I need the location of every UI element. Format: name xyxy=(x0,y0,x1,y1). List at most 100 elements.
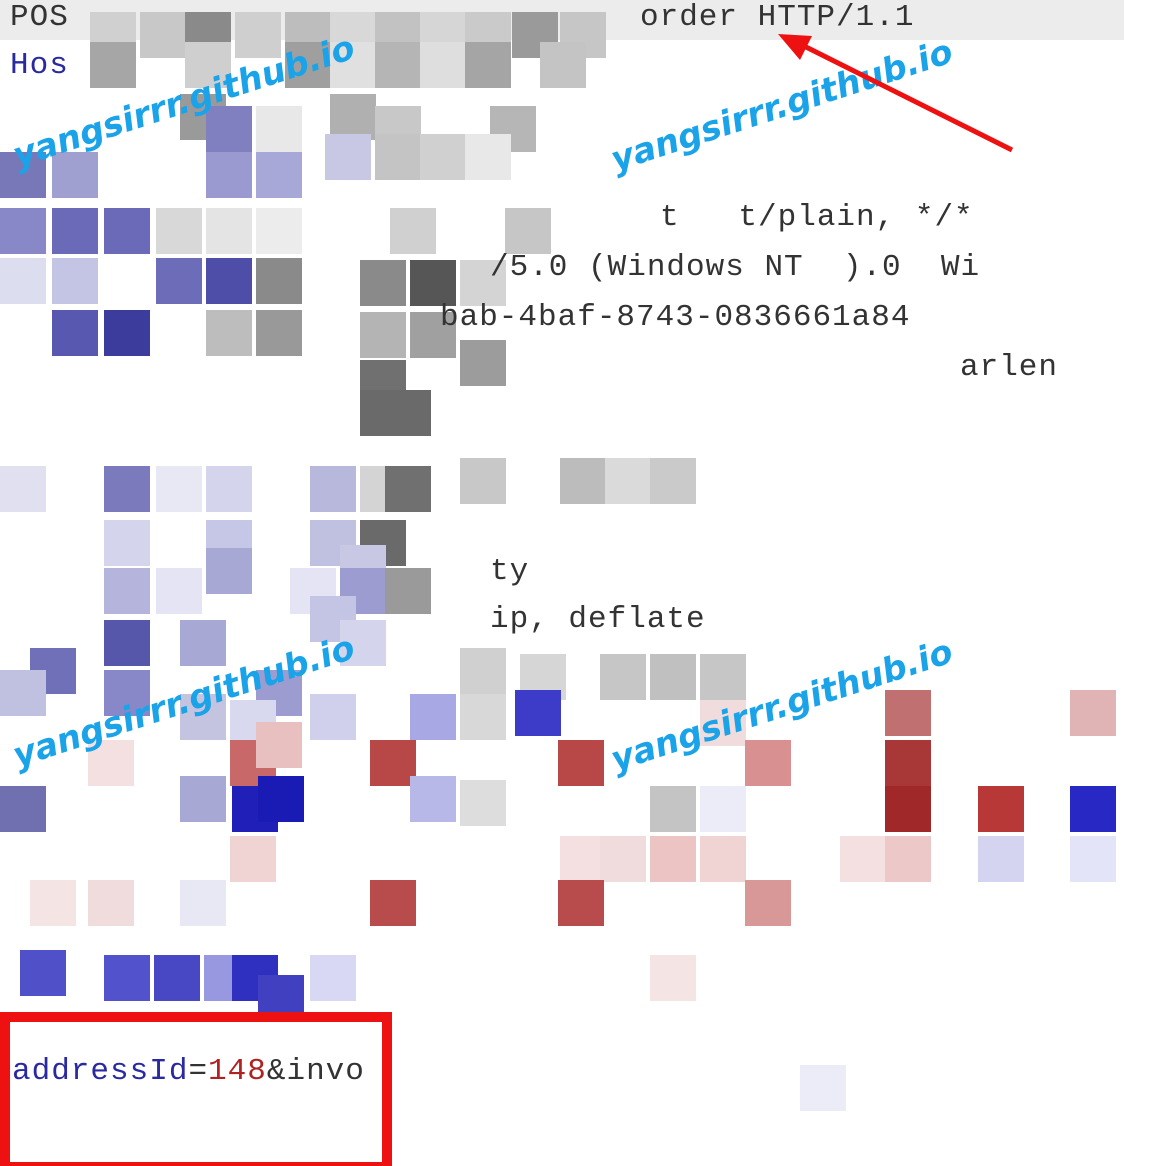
mosaic-block xyxy=(650,836,696,882)
mosaic-block xyxy=(330,94,376,140)
mosaic-block xyxy=(600,654,646,700)
mosaic-block xyxy=(560,836,606,882)
mosaic-block xyxy=(90,42,136,88)
mosaic-block xyxy=(460,260,506,306)
mosaic-block xyxy=(370,740,416,786)
mosaic-block xyxy=(52,208,98,254)
mosaic-block xyxy=(256,106,302,152)
mosaic-block xyxy=(605,458,651,504)
body-param-line: addressId=148&invo xyxy=(12,1054,365,1089)
highlight-box xyxy=(0,1012,392,1166)
mosaic-block xyxy=(235,12,281,58)
mosaic-block xyxy=(885,786,931,832)
mosaic-block xyxy=(465,42,511,88)
request-path-fragment: order HTTP/1.1 xyxy=(640,0,915,35)
mosaic-block xyxy=(104,620,150,666)
connection-fragment: ty xyxy=(490,554,530,589)
mosaic-block xyxy=(258,776,304,822)
mosaic-block xyxy=(385,390,431,436)
mosaic-block xyxy=(0,152,46,198)
mosaic-block xyxy=(460,648,506,694)
mosaic-block xyxy=(410,694,456,740)
mosaic-block xyxy=(154,955,200,1001)
mosaic-block xyxy=(156,208,202,254)
mosaic-block xyxy=(460,780,506,826)
mosaic-block xyxy=(700,836,746,882)
mosaic-block xyxy=(385,466,431,512)
mosaic-block xyxy=(156,466,202,512)
mosaic-block xyxy=(650,654,696,700)
mosaic-block xyxy=(256,208,302,254)
mosaic-block xyxy=(800,1065,846,1111)
param-key: addressId xyxy=(12,1054,189,1089)
mosaic-block xyxy=(410,260,456,306)
param-eq: = xyxy=(188,1054,209,1089)
mosaic-block xyxy=(88,880,134,926)
mosaic-block xyxy=(1070,690,1116,736)
mosaic-block xyxy=(375,134,421,180)
mosaic-block xyxy=(558,880,604,926)
mosaic-block xyxy=(700,786,746,832)
mosaic-block xyxy=(460,458,506,504)
mosaic-block xyxy=(360,312,406,358)
mosaic-block xyxy=(156,258,202,304)
mosaic-block xyxy=(104,466,150,512)
mosaic-block xyxy=(52,310,98,356)
mosaic-block xyxy=(30,880,76,926)
encoding-fragment: ip, deflate xyxy=(490,602,706,637)
param-value: 148 xyxy=(208,1054,267,1089)
mosaic-block xyxy=(0,786,46,832)
mosaic-block xyxy=(310,694,356,740)
mosaic-block xyxy=(540,42,586,88)
mosaic-block xyxy=(558,740,604,786)
mosaic-block xyxy=(206,152,252,198)
mosaic-block xyxy=(180,880,226,926)
mosaic-block xyxy=(180,620,226,666)
mosaic-block xyxy=(700,654,746,700)
mosaic-block xyxy=(978,786,1024,832)
mosaic-block xyxy=(700,700,746,746)
mosaic-block xyxy=(104,568,150,614)
mosaic-block xyxy=(465,134,511,180)
mosaic-block xyxy=(1070,836,1116,882)
mosaic-block xyxy=(104,208,150,254)
param-rest: &invo xyxy=(266,1054,365,1089)
mosaic-block xyxy=(460,694,506,740)
mosaic-block xyxy=(310,955,356,1001)
mosaic-block xyxy=(650,458,696,504)
http-request-panel: POS order HTTP/1.1 Hos t t/plain, */* /5… xyxy=(0,0,1124,1166)
mosaic-block xyxy=(560,458,606,504)
mosaic-block xyxy=(140,12,186,58)
mosaic-block xyxy=(206,466,252,512)
mosaic-block xyxy=(978,836,1024,882)
mosaic-block xyxy=(206,548,252,594)
mosaic-block xyxy=(385,568,431,614)
mosaic-block xyxy=(390,208,436,254)
mosaic-block xyxy=(745,880,791,926)
mosaic-block xyxy=(285,42,331,88)
mosaic-block xyxy=(0,258,46,304)
mosaic-block xyxy=(256,310,302,356)
mosaic-block xyxy=(600,836,646,882)
mosaic-block xyxy=(885,740,931,786)
mosaic-block xyxy=(52,152,98,198)
mosaic-block xyxy=(360,260,406,306)
mosaic-block xyxy=(256,722,302,768)
mosaic-block xyxy=(0,670,46,716)
request-id-fragment: bab-4baf-8743-0836661a84 xyxy=(440,300,911,335)
mosaic-block xyxy=(104,670,150,716)
mosaic-block xyxy=(310,466,356,512)
mosaic-block xyxy=(52,258,98,304)
mosaic-block xyxy=(840,836,886,882)
mosaic-block xyxy=(256,258,302,304)
misc-header-fragment: arlen xyxy=(960,350,1059,385)
pixelation-mosaic xyxy=(0,12,1116,1111)
mosaic-block xyxy=(650,955,696,1001)
mosaic-block xyxy=(375,42,421,88)
mosaic-block xyxy=(515,690,561,736)
user-agent-fragment: /5.0 (Windows NT ).0 Wi xyxy=(490,250,981,285)
mosaic-block xyxy=(505,208,551,254)
mosaic-block xyxy=(104,955,150,1001)
mosaic-block xyxy=(185,42,231,88)
mosaic-block xyxy=(410,776,456,822)
